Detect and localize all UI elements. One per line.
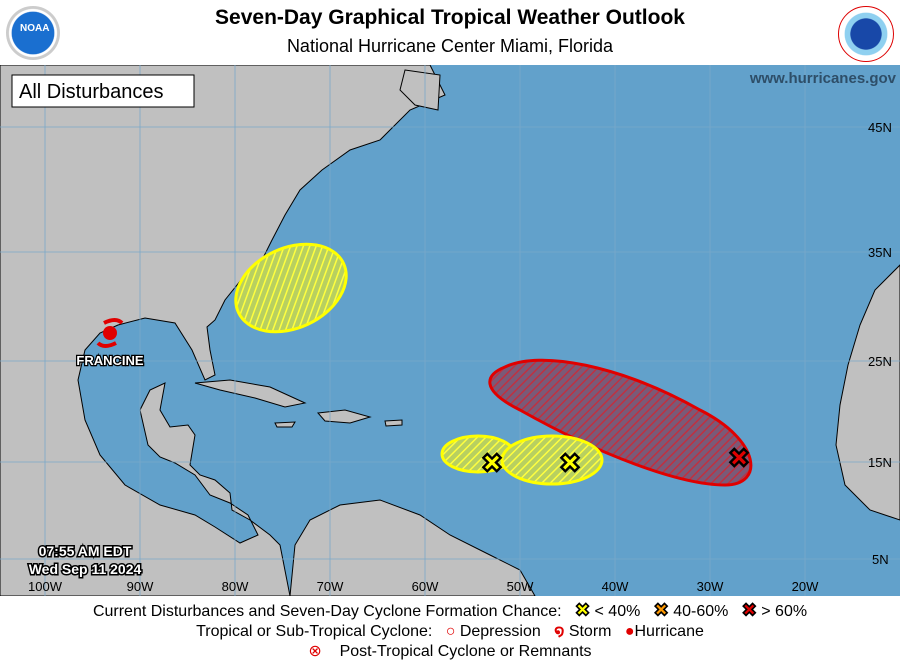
lon-label: 70W (317, 579, 344, 594)
puerto-rico (384, 419, 403, 427)
panel-label-box (11, 74, 195, 108)
lon-label: 60W (412, 579, 439, 594)
timestamp-date: Wed Sep 11 2024 (29, 561, 142, 577)
legend-post-tropical: Post-Tropical Cyclone or Remnants (339, 643, 592, 660)
legend-row-cyclone: Tropical or Sub-Tropical Cyclone: ○ Depr… (0, 621, 900, 641)
depression-icon: ○ (445, 623, 456, 640)
map: 45N 35N 25N 15N 5N 100W 90W 80W 70W 60W … (0, 65, 900, 596)
lon-label: 30W (697, 579, 724, 594)
africa (835, 264, 900, 521)
x-marker-low-icon[interactable]: ✖ (558, 447, 581, 479)
north-america (0, 65, 446, 596)
page-title: Seven-Day Graphical Tropical Weather Out… (215, 6, 685, 29)
legend-label: Current Disturbances and Seven-Day Cyclo… (92, 603, 562, 620)
legend-high: > 60% (761, 603, 808, 620)
lat-label: 45N (868, 120, 892, 135)
graticule (0, 65, 900, 596)
hurricane-icon: ● (624, 623, 635, 640)
disturbance-areas[interactable] (222, 227, 753, 487)
hispaniola (316, 409, 372, 424)
legend-hurricane: Hurricane (634, 623, 704, 640)
legend-mid: 40-60% (673, 603, 729, 620)
legend-row-formation: Current Disturbances and Seven-Day Cyclo… (0, 600, 900, 621)
disturbance-area-high[interactable] (488, 358, 753, 487)
x-marker-high-icon[interactable]: ✖ (727, 442, 750, 474)
lat-label: 15N (868, 455, 892, 470)
disturbance-area-low[interactable] (222, 227, 361, 349)
lon-label: 20W (792, 579, 819, 594)
lon-label: 50W (507, 579, 534, 594)
land (0, 65, 900, 596)
post-tropical-icon: ⊗ (308, 643, 322, 660)
lon-label: 90W (127, 579, 154, 594)
lon-label: 100W (28, 579, 63, 594)
jamaica (274, 421, 296, 428)
timestamp-time: 07:55 AM EDT (39, 543, 132, 559)
timestamp: 07:55 AM EDT Wed Sep 11 2024 (27, 542, 143, 579)
legend-depression: Depression (459, 623, 541, 640)
lat-labels: 45N 35N 25N 15N 5N (868, 120, 892, 567)
hurricane-francine[interactable]: FRANCINE (75, 318, 145, 369)
newfoundland (399, 69, 441, 111)
website-link[interactable]: www.hurricanes.gov (749, 70, 897, 87)
south-america (289, 499, 536, 596)
legend-row-post-tropical: ⊗ Post-Tropical Cyclone or Remnants (0, 641, 900, 661)
page-subtitle: National Hurricane Center Miami, Florida (286, 36, 614, 56)
lon-labels: 100W 90W 80W 70W 60W 50W 40W 30W 20W (28, 579, 819, 594)
storm-icon: ໑ (554, 623, 565, 640)
lon-label: 40W (602, 579, 629, 594)
disturbance-area-low[interactable] (500, 434, 604, 486)
legend-storm: Storm (568, 623, 612, 640)
storm-name: FRANCINE (76, 353, 143, 368)
lat-label: 35N (868, 245, 892, 260)
lon-label: 80W (222, 579, 249, 594)
cuba (194, 379, 307, 408)
lat-label: 5N (872, 552, 889, 567)
noaa-logo: NOAA (6, 6, 60, 60)
legend-label: Tropical or Sub-Tropical Cyclone: (196, 623, 433, 640)
x-mid-icon: ✖ (653, 600, 669, 621)
lat-label: 25N (868, 354, 892, 369)
disturbance-markers[interactable]: ✖ ✖ ✖ (480, 442, 750, 479)
x-marker-low-icon[interactable]: ✖ (480, 447, 503, 479)
hurricane-icon[interactable] (103, 326, 117, 340)
x-high-icon: ✖ (741, 600, 757, 621)
legend-low: < 40% (594, 603, 641, 620)
header: NOAA Seven-Day Graphical Tropical Weathe… (0, 0, 900, 65)
x-low-icon: ✖ (574, 600, 591, 621)
nws-logo (838, 6, 894, 62)
panel-label: All Disturbances (19, 81, 164, 103)
